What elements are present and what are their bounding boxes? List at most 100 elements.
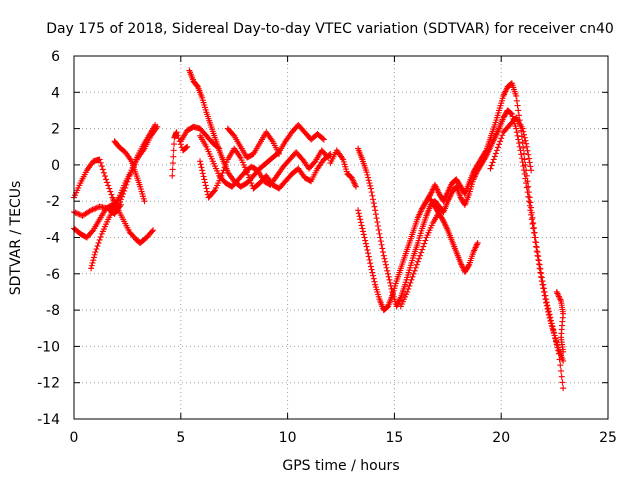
- data-point: [532, 234, 539, 241]
- data-point: [525, 189, 532, 196]
- y-tick-label: -12: [37, 376, 60, 392]
- data-point: [365, 253, 372, 260]
- data-point: [408, 276, 415, 283]
- data-point: [407, 279, 414, 286]
- data-point: [370, 200, 377, 207]
- data-point: [384, 267, 391, 274]
- data-point: [556, 356, 563, 363]
- data-point: [533, 239, 540, 246]
- data-point: [558, 373, 565, 380]
- series-sat-track-3: [88, 123, 161, 272]
- series-sat-track-8: [197, 132, 332, 190]
- data-point: [93, 204, 100, 211]
- data-point: [515, 107, 522, 114]
- data-point: [422, 237, 429, 244]
- data-point: [487, 165, 494, 172]
- data-point: [528, 167, 535, 174]
- data-point: [365, 250, 372, 257]
- data-point: [560, 385, 567, 392]
- data-point: [384, 270, 391, 277]
- data-point: [494, 144, 501, 151]
- data-point: [94, 242, 101, 249]
- data-point: [514, 102, 521, 109]
- data-point: [520, 144, 527, 151]
- data-point: [488, 162, 495, 169]
- data-point: [148, 228, 155, 235]
- data-point: [545, 308, 552, 315]
- data-point: [362, 237, 369, 244]
- data-point: [171, 141, 178, 148]
- data-point: [198, 164, 205, 171]
- data-point: [555, 350, 562, 357]
- data-point: [326, 151, 333, 158]
- data-point: [108, 191, 115, 198]
- data-point: [365, 174, 372, 181]
- data-point: [540, 281, 547, 288]
- data-point: [219, 170, 226, 177]
- data-point: [540, 285, 547, 292]
- data-point: [154, 123, 161, 130]
- data-point: [522, 161, 529, 168]
- data-point: [200, 173, 207, 180]
- data-point: [359, 225, 366, 232]
- data-point: [372, 211, 379, 218]
- series-sat-track-10: [224, 125, 283, 161]
- data-point: [474, 239, 481, 246]
- data-point: [382, 258, 389, 265]
- data-point: [221, 164, 228, 171]
- data-point: [201, 176, 208, 183]
- data-point: [73, 210, 80, 217]
- data-point: [367, 260, 374, 267]
- data-point: [508, 110, 515, 117]
- data-point: [150, 227, 157, 234]
- series-sat-track-17: [487, 114, 535, 174]
- data-point: [548, 317, 555, 324]
- data-point: [519, 125, 526, 132]
- data-point: [386, 276, 393, 283]
- series-sat-track-15: [427, 196, 481, 275]
- data-point: [559, 379, 566, 386]
- data-point: [92, 205, 99, 212]
- data-point: [372, 207, 379, 214]
- data-point: [536, 261, 543, 268]
- y-tick-label: 6: [51, 49, 60, 65]
- series-sat-track-6: [169, 129, 191, 179]
- data-point: [383, 304, 390, 311]
- data-point: [525, 183, 532, 190]
- data-point: [427, 192, 433, 199]
- data-point: [541, 288, 548, 295]
- data-point: [525, 155, 532, 162]
- series-sat-track-16: [397, 209, 443, 310]
- data-point: [90, 206, 97, 213]
- data-point: [357, 219, 364, 226]
- data-point: [246, 174, 253, 181]
- data-point: [550, 329, 557, 336]
- data-point: [497, 138, 504, 145]
- data-point: [409, 273, 416, 280]
- y-tick-label: 0: [51, 158, 60, 174]
- series-sat-track-12: [327, 147, 359, 190]
- data-point: [439, 216, 446, 223]
- data-point: [413, 261, 420, 268]
- data-point: [387, 279, 394, 286]
- data-point: [555, 347, 562, 354]
- y-tick-label: -2: [46, 194, 60, 210]
- data-point: [521, 134, 528, 141]
- data-point: [72, 209, 79, 216]
- data-point: [358, 222, 365, 229]
- data-point: [197, 161, 204, 168]
- data-point: [436, 209, 443, 216]
- y-tick-label: -14: [37, 412, 60, 428]
- data-point: [90, 254, 97, 261]
- series-sat-track-18: [553, 288, 567, 355]
- data-point: [276, 151, 283, 158]
- data-point: [527, 199, 534, 206]
- data-point: [417, 252, 424, 259]
- data-point: [383, 264, 390, 271]
- data-point: [215, 144, 222, 151]
- data-point: [492, 150, 499, 157]
- data-point: [521, 156, 528, 163]
- data-point: [419, 246, 426, 253]
- data-point: [528, 216, 535, 223]
- data-point: [175, 135, 182, 142]
